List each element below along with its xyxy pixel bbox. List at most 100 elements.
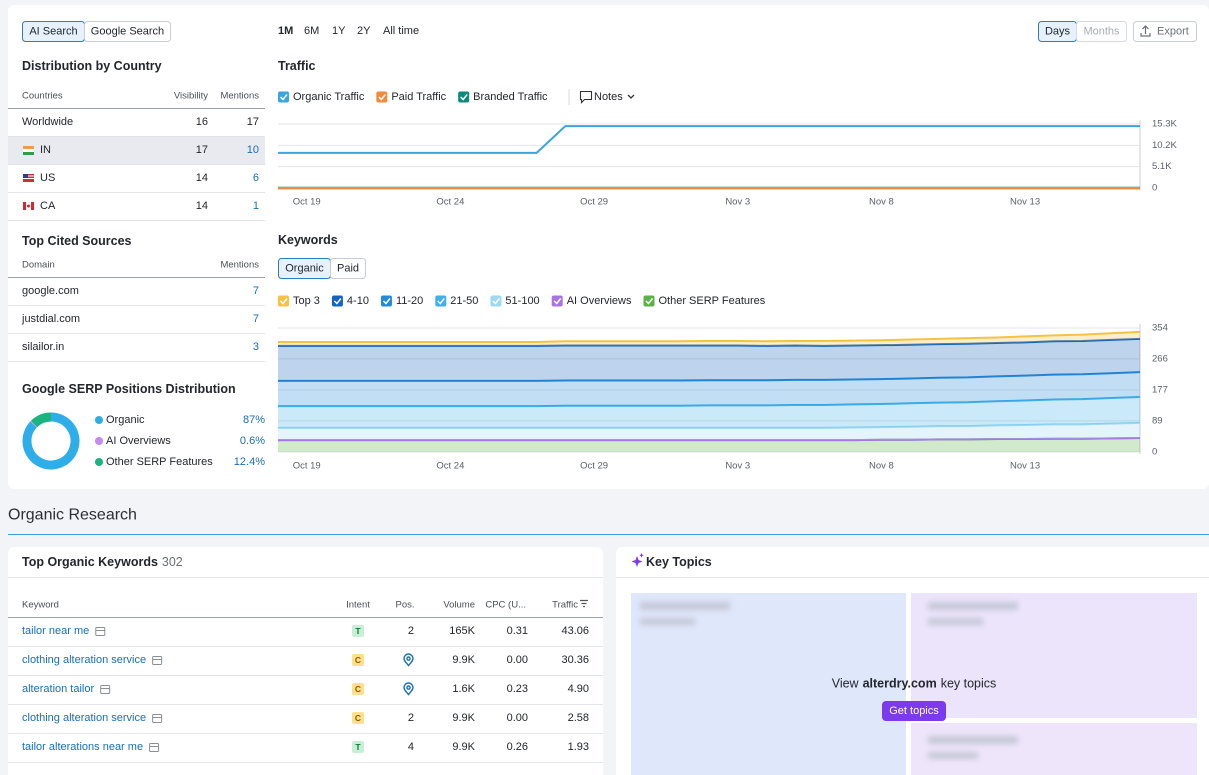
keyword-link[interactable]: tailor alterations near me — [22, 741, 143, 753]
keyword-link[interactable]: clothing alteration service — [22, 654, 146, 666]
country-name: Worldwide — [22, 116, 73, 128]
column-header: Domain — [22, 260, 55, 271]
prompt-text: key topics — [941, 677, 997, 691]
volume: 9.9K — [452, 741, 475, 753]
mentions[interactable]: 7 — [253, 313, 259, 325]
stacked-area — [278, 437, 1140, 452]
traffic: 2.58 — [568, 712, 589, 724]
legend-label[interactable]: Paid Traffic — [391, 91, 446, 103]
legend-checkbox[interactable] — [380, 295, 392, 307]
donut-segment — [22, 412, 80, 470]
country-name: US — [40, 172, 55, 184]
stacked-line — [278, 330, 1141, 344]
section-heading: Distribution by Country — [22, 59, 162, 73]
x-tick-label: Oct 29 — [580, 461, 608, 472]
search-tab[interactable]: Google Search — [91, 26, 164, 38]
legend-checkbox[interactable] — [278, 91, 289, 103]
topics-prompt: View alterdry.com key topics — [832, 677, 997, 691]
legend-label[interactable]: AI Overviews — [567, 295, 632, 307]
legend-label[interactable]: Organic Traffic — [293, 91, 365, 103]
legend-dot — [95, 437, 103, 445]
legend-label[interactable]: 4-10 — [347, 295, 369, 307]
legend-checkbox[interactable] — [278, 295, 289, 307]
period-tab[interactable]: 1Y — [332, 25, 346, 37]
country-name: CA — [40, 200, 56, 212]
legend-label[interactable]: 11-20 — [396, 295, 423, 307]
period-tab[interactable]: 2Y — [357, 25, 371, 37]
volume: 9.9K — [452, 712, 475, 724]
intent: C — [355, 655, 361, 665]
column-header[interactable]: Volume — [443, 600, 475, 611]
y-tick-label: 177 — [1152, 385, 1168, 396]
serp-icon — [95, 627, 106, 636]
export-icon — [1140, 25, 1151, 37]
stacked-area — [278, 397, 1140, 428]
keyword-link[interactable]: tailor near me — [22, 625, 89, 637]
granularity[interactable]: Days — [1045, 26, 1071, 38]
x-tick-label: Nov 3 — [725, 461, 750, 472]
volume: 9.9K — [452, 654, 475, 666]
period-tab[interactable]: 1M — [278, 25, 293, 37]
search-tab[interactable]: AI Search — [29, 26, 77, 38]
mentions[interactable]: 6 — [253, 172, 259, 184]
mentions[interactable]: 3 — [253, 341, 259, 353]
volume: 165K — [449, 625, 475, 637]
legend-label[interactable]: Other SERP Features — [658, 295, 765, 307]
legend-checkbox[interactable] — [435, 295, 447, 307]
serp-icon — [152, 714, 163, 723]
mentions[interactable]: 1 — [253, 200, 259, 212]
blurred-treemap — [631, 593, 1197, 775]
legend-label[interactable]: Top 3 — [293, 295, 320, 307]
intent-badge — [352, 712, 364, 724]
legend-checkbox[interactable] — [331, 295, 343, 307]
prompt-domain: alterdry.com — [863, 677, 937, 691]
sparkle-icon — [631, 553, 644, 567]
column-header[interactable]: Pos. — [395, 600, 414, 611]
granularity[interactable]: Months — [1083, 26, 1120, 38]
intent-badge — [352, 654, 364, 666]
x-tick-label: Nov 8 — [869, 461, 894, 472]
toggle[interactable] — [1076, 21, 1127, 42]
y-tick-label: 89 — [1152, 415, 1163, 426]
visibility: 16 — [196, 116, 208, 128]
column-header: Mentions — [220, 91, 259, 102]
legend-checkbox[interactable] — [643, 295, 655, 307]
legend-checkbox[interactable] — [551, 295, 563, 307]
stacked-area — [278, 372, 1140, 407]
tab[interactable] — [330, 258, 366, 279]
mentions[interactable]: 10 — [247, 144, 259, 156]
keyword-link[interactable]: clothing alteration service — [22, 712, 146, 724]
stacked-area — [278, 338, 1140, 381]
keyword-link[interactable]: alteration tailor — [22, 683, 94, 695]
export-label[interactable]: Export — [1157, 26, 1189, 38]
row-highlight — [8, 136, 265, 164]
keywords-tab[interactable]: Paid — [337, 263, 359, 275]
keywords-tab[interactable]: Organic — [285, 263, 324, 275]
x-tick-label: Oct 19 — [293, 461, 321, 472]
tab[interactable] — [84, 21, 171, 42]
donut-segment — [30, 420, 38, 428]
legend-label[interactable]: Branded Traffic — [473, 91, 548, 103]
legend-label[interactable]: 21-50 — [450, 295, 478, 307]
column-header[interactable]: Intent — [346, 600, 370, 611]
keywords-card — [8, 547, 603, 775]
get-topics-label[interactable]: Get topics — [889, 705, 939, 717]
legend-value: 12.4% — [234, 456, 265, 468]
notes-button[interactable]: Notes — [594, 91, 623, 103]
serp-icon — [100, 685, 111, 694]
get-topics-button[interactable] — [882, 701, 946, 721]
legend-checkbox[interactable] — [376, 91, 388, 103]
mentions[interactable]: 7 — [253, 285, 259, 297]
check-mark — [279, 94, 288, 101]
section-title: Organic Research — [8, 507, 137, 524]
legend-checkbox[interactable] — [490, 295, 502, 307]
domain: silailor.in — [22, 341, 64, 353]
section-heading: Google SERP Positions Distribution — [22, 382, 236, 396]
legend-checkbox[interactable] — [458, 91, 470, 103]
column-header[interactable]: CPC (U... — [485, 600, 526, 611]
section-heading: Top Cited Sources — [22, 234, 132, 248]
period-tab[interactable]: 6M — [304, 25, 319, 37]
column-header[interactable]: Traffic — [552, 600, 578, 611]
period-tab[interactable]: All time — [383, 25, 419, 37]
legend-label[interactable]: 51-100 — [505, 295, 539, 307]
